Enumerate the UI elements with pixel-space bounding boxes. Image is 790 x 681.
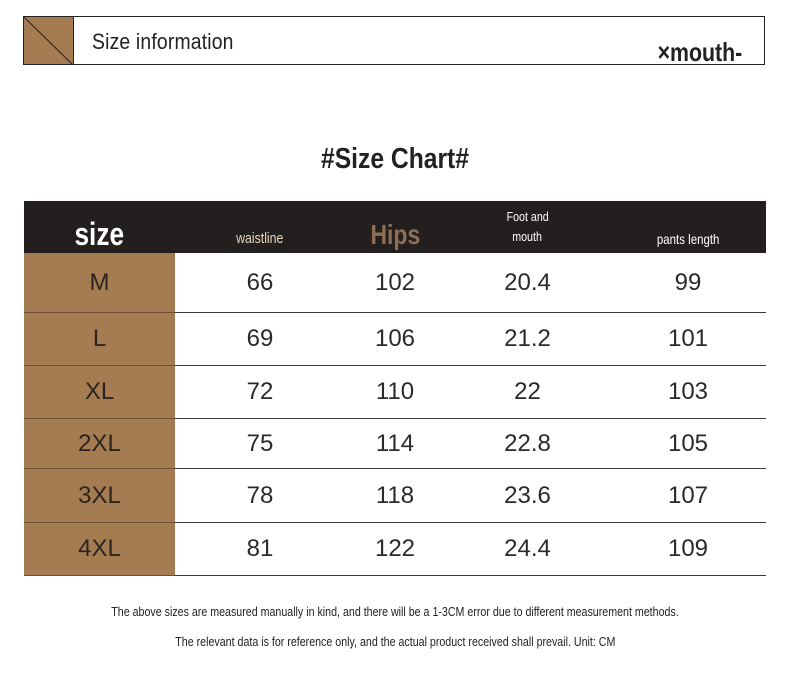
hips-cell: 102 [345,253,445,313]
foot-cell: 22 [445,365,610,419]
foot-cell: 22.8 [445,418,610,469]
waist-cell: 78 [175,468,345,523]
reference-note: The relevant data is for reference only,… [174,634,616,649]
header-pants-length: pants length [610,201,766,253]
table-header-row: size waistline Hips Foot and mouth pants… [24,201,766,253]
measurement-note: The above sizes are measured manually in… [111,604,679,619]
table-row: 2XL 75 114 22.8 105 [24,418,766,469]
foot-cell: 23.6 [445,468,610,523]
diagonal-line-icon [24,17,73,64]
size-cell: 4XL [24,522,175,576]
hips-cell: 114 [345,418,445,469]
size-cell: L [24,312,175,366]
waist-cell: 69 [175,312,345,366]
banner-swatch [24,17,74,64]
header-foot-mouth: Foot and mouth [445,201,610,253]
table-row: XL 72 110 22 103 [24,365,766,419]
size-cell: XL [24,365,175,419]
chart-title: #Size Chart# [321,143,469,175]
foot-cell: 21.2 [445,312,610,366]
waist-cell: 75 [175,418,345,469]
foot-cell: 24.4 [445,522,610,576]
hips-cell: 118 [345,468,445,523]
pants-cell: 105 [610,418,766,469]
hips-cell: 122 [345,522,445,576]
hips-cell: 106 [345,312,445,366]
banner-tag: ×mouth- [657,37,742,67]
pants-cell: 103 [610,365,766,419]
header-waistline: waistline [175,201,345,253]
pants-cell: 99 [610,253,766,313]
pants-cell: 109 [610,522,766,576]
waist-cell: 66 [175,253,345,313]
size-cell: 2XL [24,418,175,469]
size-cell: 3XL [24,468,175,523]
waist-cell: 72 [175,365,345,419]
table-row: M 66 102 20.4 99 [24,253,766,313]
header-size: size [24,201,175,253]
table-row: 3XL 78 118 23.6 107 [24,468,766,523]
waist-cell: 81 [175,522,345,576]
pants-cell: 101 [610,312,766,366]
foot-cell: 20.4 [445,253,610,313]
banner-title: Size information [92,29,234,54]
table-row: 4XL 81 122 24.4 109 [24,522,766,576]
size-cell: M [24,253,175,313]
pants-cell: 107 [610,468,766,523]
table-row: L 69 106 21.2 101 [24,312,766,366]
header-hips: Hips [345,201,445,253]
hips-cell: 110 [345,365,445,419]
section-banner: Size information ×mouth- [23,16,765,65]
size-table: size waistline Hips Foot and mouth pants… [24,201,766,576]
